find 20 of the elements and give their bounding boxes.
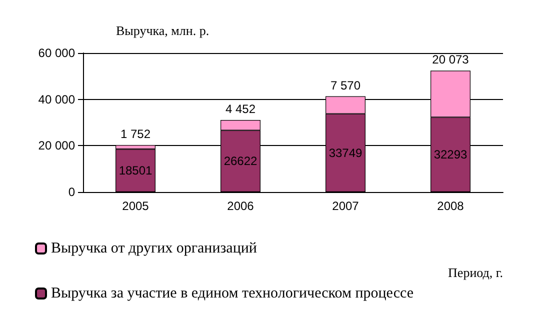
data-label: 26622 (224, 154, 258, 168)
data-label: 32293 (434, 148, 468, 162)
y-tick-label: 40 000 (38, 92, 76, 106)
x-tick-label: 2006 (227, 199, 254, 213)
y-axis-title: Выручка, млн. р. (116, 23, 210, 38)
data-label: 20 073 (432, 52, 470, 67)
y-tick-label: 0 (68, 185, 76, 199)
legend-label: Выручка от других организаций (51, 240, 257, 256)
data-label: 18501 (118, 164, 153, 178)
legend-label: Выручка за участие в едином технологическом процессе (51, 286, 414, 302)
x-axis-title: Период, г. (448, 265, 504, 280)
y-tick-label: 60 000 (38, 46, 76, 60)
data-label: 7 570 (330, 78, 361, 92)
x-tick-label: 2008 (437, 199, 464, 213)
data-label: 33749 (328, 146, 363, 160)
x-tick-label: 2005 (122, 199, 150, 213)
x-tick-label: 2007 (332, 199, 360, 213)
data-label: 1 752 (120, 127, 151, 142)
data-label: 4 452 (225, 102, 256, 116)
y-tick-label: 20 000 (38, 138, 76, 153)
